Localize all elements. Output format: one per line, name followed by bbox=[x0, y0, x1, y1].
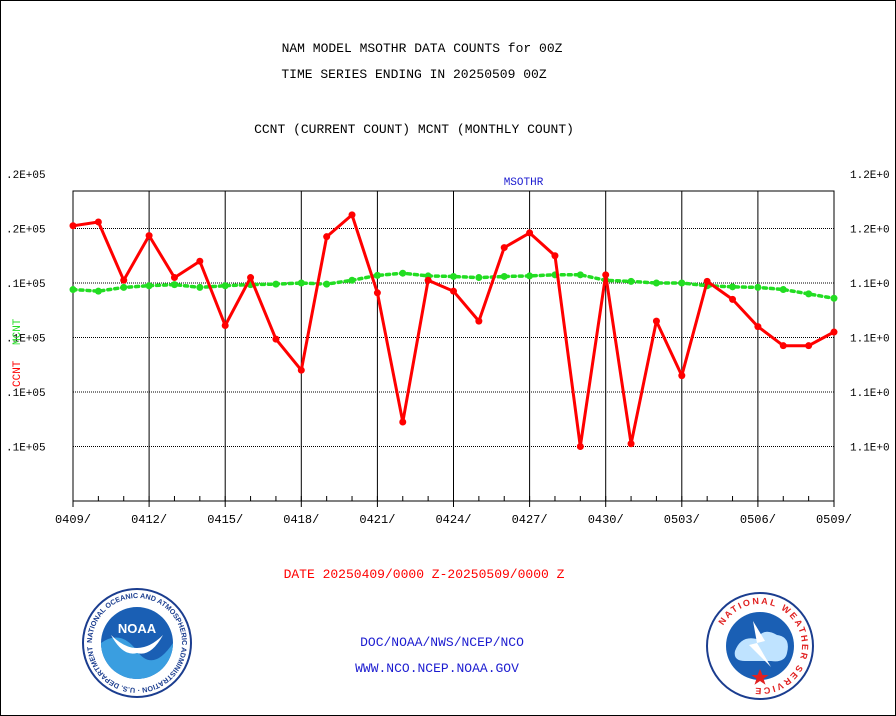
data-point-mcnt bbox=[500, 272, 508, 280]
data-point-mcnt bbox=[120, 283, 128, 291]
data-point-ccnt bbox=[729, 295, 737, 303]
x-tick-label: 0409/ bbox=[55, 513, 91, 527]
right-tick-label: 1.2E+0 bbox=[850, 170, 890, 182]
data-point-ccnt bbox=[221, 322, 229, 330]
data-point-ccnt bbox=[602, 271, 610, 279]
data-point-ccnt bbox=[652, 317, 660, 325]
x-tick-label: 0421/ bbox=[359, 513, 395, 527]
data-point-ccnt bbox=[703, 277, 711, 285]
data-point-ccnt bbox=[272, 335, 280, 343]
data-point-mcnt bbox=[196, 283, 204, 291]
data-point-mcnt bbox=[69, 286, 77, 294]
data-point-mcnt bbox=[399, 269, 407, 277]
left-tick-label: .2E+05 bbox=[6, 225, 46, 237]
left-tick-label: .1E+05 bbox=[6, 443, 46, 455]
noaa-logo: NATIONAL OCEANIC AND ATMOSPHERIC ADMINIS… bbox=[81, 587, 192, 698]
data-point-mcnt bbox=[373, 271, 381, 279]
right-tick-label: 1.1E+0 bbox=[850, 443, 890, 455]
data-point-ccnt bbox=[551, 252, 559, 260]
chart-title-line1: NAM MODEL MSOTHR DATA COUNTS for 00Z bbox=[281, 41, 563, 56]
data-point-ccnt bbox=[120, 276, 128, 284]
right-tick-label: 1.1E+0 bbox=[850, 334, 890, 346]
website-label: WWW.NCO.NCEP.NOAA.GOV bbox=[355, 661, 519, 676]
data-point-mcnt bbox=[94, 287, 102, 295]
data-point-ccnt bbox=[627, 440, 635, 448]
data-point-ccnt bbox=[196, 257, 204, 265]
x-tick-label: 0418/ bbox=[283, 513, 319, 527]
x-tick-label: 0509/ bbox=[816, 513, 852, 527]
chart-title-line2: TIME SERIES ENDING IN 20250509 00Z bbox=[281, 67, 547, 82]
data-point-mcnt bbox=[678, 279, 686, 287]
data-point-mcnt bbox=[729, 283, 737, 291]
data-point-mcnt bbox=[754, 283, 762, 291]
data-point-ccnt bbox=[399, 418, 407, 426]
data-point-ccnt bbox=[754, 323, 762, 331]
x-tick-label: 0427/ bbox=[512, 513, 548, 527]
left-tick-label: .1E+05 bbox=[6, 388, 46, 400]
data-point-ccnt bbox=[69, 222, 77, 230]
x-tick-label: 0506/ bbox=[740, 513, 776, 527]
data-point-ccnt bbox=[170, 274, 178, 282]
right-tick-label: 1.1E+0 bbox=[850, 279, 890, 291]
data-point-ccnt bbox=[526, 229, 534, 237]
data-point-ccnt bbox=[450, 287, 457, 295]
data-point-mcnt bbox=[450, 272, 457, 280]
left-tick-label: .1E+05 bbox=[6, 279, 46, 291]
data-point-mcnt bbox=[323, 280, 331, 288]
x-tick-label: 0424/ bbox=[435, 513, 471, 527]
data-point-ccnt bbox=[678, 372, 686, 380]
x-tick-label: 0415/ bbox=[207, 513, 243, 527]
right-tick-label: 1.1E+0 bbox=[850, 388, 890, 400]
data-point-ccnt bbox=[94, 218, 102, 226]
chart-subtitle: CCNT (CURRENT COUNT) MCNT (MONTHLY COUNT… bbox=[254, 122, 574, 137]
noaa-logo-text: NOAA bbox=[118, 621, 157, 636]
data-point-mcnt bbox=[627, 277, 635, 285]
x-tick-label: 0412/ bbox=[131, 513, 167, 527]
nws-logo: NATIONAL WEATHER SERVICE bbox=[706, 592, 814, 700]
organization-label: DOC/NOAA/NWS/NCEP/NCO bbox=[360, 635, 524, 650]
data-point-mcnt bbox=[221, 282, 229, 290]
data-point-mcnt bbox=[652, 279, 660, 287]
data-point-mcnt bbox=[272, 280, 280, 288]
data-point-ccnt bbox=[779, 342, 787, 350]
data-point-ccnt bbox=[348, 211, 356, 219]
data-point-mcnt bbox=[475, 274, 483, 282]
data-point-ccnt bbox=[830, 328, 838, 336]
data-point-ccnt bbox=[805, 342, 813, 350]
x-tick-label: 0503/ bbox=[664, 513, 700, 527]
data-point-ccnt bbox=[247, 274, 255, 282]
data-point-ccnt bbox=[145, 232, 153, 240]
left-tick-label: .2E+05 bbox=[6, 170, 46, 182]
data-point-ccnt bbox=[297, 366, 305, 374]
data-point-ccnt bbox=[576, 443, 584, 450]
data-point-mcnt bbox=[297, 279, 305, 287]
plot-title: MSOTHR bbox=[504, 177, 544, 189]
right-tick-label: 1.2E+0 bbox=[850, 225, 890, 237]
data-point-ccnt bbox=[424, 276, 432, 284]
data-point-mcnt bbox=[170, 281, 178, 289]
ccnt-axis-label: CCNT bbox=[12, 360, 24, 387]
data-point-ccnt bbox=[323, 233, 331, 241]
data-point-mcnt bbox=[779, 286, 787, 294]
data-point-mcnt bbox=[805, 290, 813, 298]
data-point-mcnt bbox=[830, 294, 838, 302]
left-tick-label: .1E+05 bbox=[6, 334, 46, 346]
data-point-mcnt bbox=[145, 282, 153, 290]
mcnt-axis-label: MCNT bbox=[12, 318, 24, 345]
data-point-mcnt bbox=[526, 272, 534, 280]
date-range-label: DATE 20250409/0000 Z-20250509/0000 Z bbox=[283, 567, 565, 582]
data-point-mcnt bbox=[576, 271, 584, 279]
data-point-ccnt bbox=[500, 244, 508, 252]
data-point-mcnt bbox=[348, 276, 356, 284]
data-point-ccnt bbox=[475, 317, 483, 325]
data-point-ccnt bbox=[373, 289, 381, 297]
x-tick-label: 0430/ bbox=[588, 513, 624, 527]
